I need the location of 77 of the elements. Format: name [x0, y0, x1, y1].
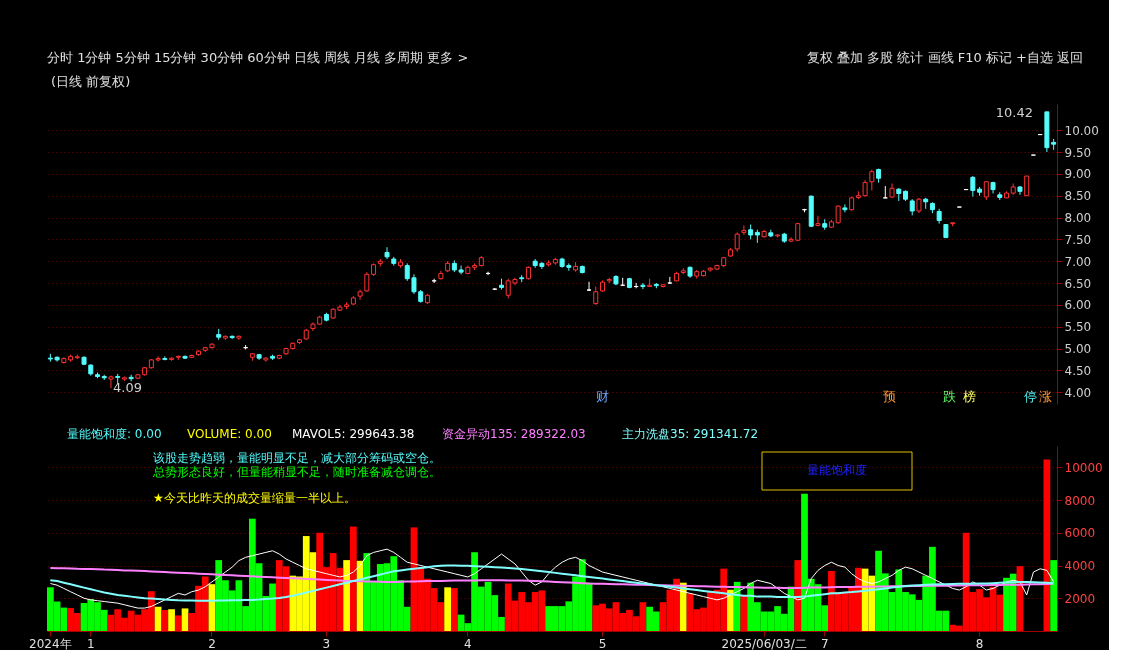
candlestick [815, 215, 821, 227]
chart-title: (日线 前复权) [51, 74, 131, 89]
candlestick [236, 334, 242, 341]
y-tick-label: 8.00 [1064, 211, 1092, 226]
text: 资金异动135: 289322.03 [442, 427, 586, 441]
bar [794, 560, 802, 631]
y-tick-label: 10000 [1064, 460, 1103, 475]
x-tick-label: 8 [975, 636, 984, 650]
candlestick [384, 246, 390, 260]
y-tick-label: 7.50 [1064, 232, 1092, 247]
candlestick [586, 281, 592, 292]
annotation: ★今天比昨天的成交量缩量一半以上。 [153, 491, 356, 505]
text: 量能饱和度: 0.00 [67, 427, 162, 441]
candlestick [970, 175, 976, 198]
annotation: 榜 [962, 389, 976, 404]
candlestick [741, 224, 747, 236]
annotation: 量能饱和度 [807, 463, 867, 477]
x-tick-label: 7 [820, 636, 829, 650]
x-tick-label: 1 [86, 636, 95, 650]
candlestick [835, 204, 841, 225]
text: 主力洗盘35: 291341.72 [622, 427, 759, 441]
candlestick [869, 169, 875, 191]
line-series [49, 564, 1055, 602]
bar [168, 609, 175, 631]
candlestick [640, 282, 646, 290]
annotation: 涨 [1038, 389, 1052, 404]
text: 分时 1分钟 5分钟 15分钟 30分钟 60分钟 日线 周线 月线 多周期 更多 > [47, 50, 469, 65]
text: 复权 叠加 多股 统计 画线 F10 标记 +自选 返回 [807, 50, 1083, 65]
text: MAVOL5: 299643.38 [292, 427, 415, 441]
annotation: 跌 [942, 389, 956, 404]
y-tick-label: 10.00 [1064, 123, 1099, 138]
y-tick-label: 9.00 [1064, 167, 1092, 182]
y-tick-label: 4000 [1064, 559, 1096, 574]
y-tick-label: 8.50 [1064, 189, 1092, 204]
candlestick [983, 181, 989, 201]
bar [451, 588, 458, 631]
y-tick-label: 8000 [1064, 493, 1096, 508]
bar [161, 609, 169, 631]
annotation: 预 [882, 389, 896, 404]
bar [174, 615, 182, 631]
y-tick-label: 7.00 [1064, 254, 1092, 269]
y-tick-label: 9.50 [1064, 145, 1092, 160]
annotation: 财 [595, 389, 609, 404]
line-series [49, 548, 1055, 609]
annotation: 总势形态良好，但量能稍显不足，随时准备减仓调仓。 [152, 465, 441, 479]
x-tick-label: 2025/06/03/二 [721, 636, 807, 650]
candlestick [1024, 175, 1030, 197]
bar [727, 589, 734, 631]
bar [350, 526, 357, 631]
candlestick [593, 286, 599, 306]
candlestick [108, 375, 114, 389]
candlestick [734, 231, 740, 253]
x-tick-label: 2024年 [29, 636, 72, 650]
bar [444, 587, 451, 631]
line-series [49, 566, 1055, 589]
annotation: 停 [1023, 389, 1037, 404]
candlestick [882, 185, 888, 199]
candlestick [842, 203, 848, 213]
bar [343, 560, 350, 631]
annotation: 该股走势趋弱，量能明显不足，减大部分筹码或空仓。 [153, 451, 441, 465]
x-tick-label: 2 [208, 636, 216, 650]
y-tick-label: 6.50 [1064, 276, 1092, 291]
y-tick-label: 6.00 [1064, 298, 1092, 313]
bar [1050, 560, 1057, 631]
annotation: 10.42 [995, 105, 1033, 120]
y-tick-label: 4.00 [1064, 385, 1092, 400]
text: VOLUME: 0.00 [187, 427, 272, 441]
y-tick-label: 4.50 [1064, 363, 1092, 378]
y-tick-label: 2000 [1064, 591, 1096, 606]
x-tick-label: 4 [464, 636, 472, 650]
x-tick-label: 3 [322, 636, 331, 650]
bar [181, 608, 189, 631]
x-tick-label: 5 [598, 636, 607, 650]
y-tick-label: 5.00 [1064, 342, 1092, 357]
annotation: 4.09 [113, 380, 142, 395]
y-tick-label: 5.50 [1064, 320, 1092, 335]
y-tick-label: 6000 [1064, 526, 1096, 541]
